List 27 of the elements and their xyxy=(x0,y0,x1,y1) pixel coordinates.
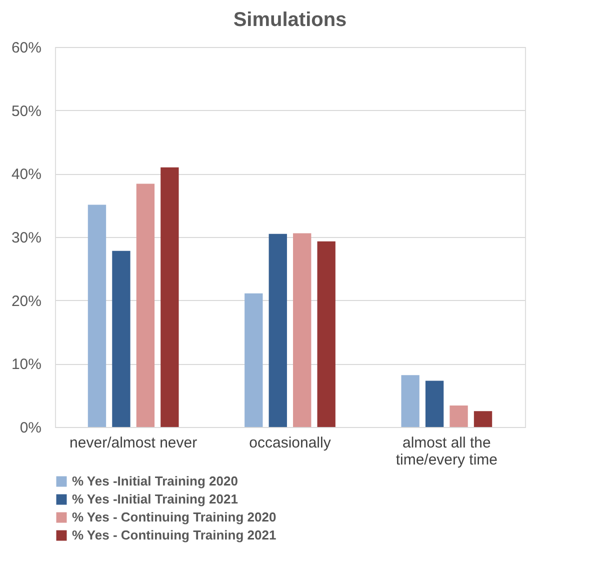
x-tick-label: almost all the time/every time xyxy=(396,434,498,468)
bar xyxy=(244,293,263,427)
bar xyxy=(160,167,179,427)
y-tick-label: 30% xyxy=(11,230,42,246)
legend-label: % Yes - Continuing Training 2020 xyxy=(72,510,276,524)
y-tick-label: 20% xyxy=(11,292,42,310)
x-tick-label: occasionally xyxy=(249,434,332,452)
bar xyxy=(112,250,130,427)
bar xyxy=(317,241,336,427)
x-tick-label: never/almost never xyxy=(70,434,198,452)
bar xyxy=(474,411,492,427)
bar xyxy=(293,233,312,427)
bar xyxy=(401,375,420,427)
legend-label: % Yes -Initial Training 2020 xyxy=(72,474,238,488)
y-tick-label: 0% xyxy=(20,420,42,436)
legend-label: % Yes - Continuing Training 2021 xyxy=(72,528,276,542)
bar xyxy=(136,184,155,427)
y-tick-label: 40% xyxy=(11,166,42,184)
bar xyxy=(88,204,106,427)
bar xyxy=(450,405,468,427)
bar xyxy=(268,234,287,427)
y-tick-label: 50% xyxy=(11,102,42,120)
legend-label: % Yes -Initial Training 2021 xyxy=(72,492,238,506)
y-tick-label: 60% xyxy=(11,40,42,56)
chart-title: Simulations xyxy=(233,9,347,31)
y-tick-label: 10% xyxy=(11,356,42,374)
bar xyxy=(425,380,444,427)
